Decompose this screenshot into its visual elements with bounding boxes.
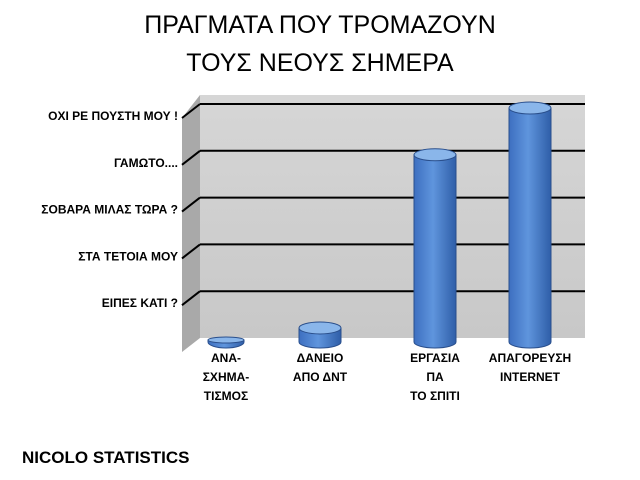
bar	[298, 321, 342, 349]
gridline-side	[181, 290, 201, 306]
x-tick-label: ΣΧΗΜΑ-	[203, 370, 250, 384]
x-tick-label: ΔΑΝΕΙΟ	[297, 351, 344, 365]
x-axis-labels: ΑΝΑ- ΣΧΗΜΑ- ΤΙΣΜΟΣ ΔΑΝΕΙΟ ΑΠΟ ΔΝΤ ΕΡΓΑΣΙΑ ΠΑ ΤΟ…	[203, 351, 571, 403]
x-tick-label: INTERNET	[500, 370, 561, 384]
gridline-side	[181, 103, 201, 119]
x-tick-label: ΑΠΟ ΔΝΤ	[293, 370, 348, 384]
y-tick-label: ΟΧΙ ΡΕ ΠΟΥΣΤΗ ΜΟΥ !	[48, 109, 178, 123]
gridline-side	[181, 243, 201, 260]
y-tick-label: ΣΟΒΑΡΑ ΜΙΛΑΣ ΤΩΡΑ ?	[41, 203, 178, 217]
footer-credit: NICOLO STATISTICS	[22, 448, 189, 467]
bar	[413, 148, 457, 349]
bar-top	[413, 148, 457, 162]
y-axis-labels: ΕΙΠΕΣ ΚΑΤΙ ? ΣΤΑ ΤΕΤΟΙΑ ΜΟΥ ΣΟΒΑΡΑ ΜΙΛΑΣ Τ…	[41, 109, 178, 310]
y-tick-label: ΕΙΠΕΣ ΚΑΤΙ ?	[102, 296, 178, 310]
bar-top	[298, 321, 342, 335]
bar	[508, 101, 552, 349]
bar-body	[413, 154, 457, 349]
plot-side-wall	[182, 95, 200, 352]
chart-title-line: ΠΡΑΓΜΑΤΑ ΠΟΥ ΤΡΟΜΑΖΟΥΝ	[144, 11, 496, 39]
bar	[207, 336, 245, 349]
x-tick-label: ΠΑ	[426, 370, 444, 384]
y-tick-label: ΓΑΜΩΤΟ....	[114, 156, 178, 170]
chart-title-line: ΤΟΥΣ ΝΕΟΥΣ ΣΗΜΕΡΑ	[186, 49, 454, 77]
bar-top	[207, 336, 245, 344]
y-tick-label: ΣΤΑ ΤΕΤΟΙΑ ΜΟΥ	[78, 249, 178, 263]
x-tick-label: ΑΝΑ-	[211, 351, 241, 365]
gridline-side	[181, 196, 201, 213]
x-tick-label: ΤΟ ΣΠΙΤΙ	[410, 389, 460, 403]
chart-title: ΠΡΑΓΜΑΤΑ ΠΟΥ ΤΡΟΜΑΖΟΥΝ ΤΟΥΣ ΝΕΟΥΣ ΣΗΜΕΡΑ	[144, 11, 496, 77]
gridline-side	[181, 150, 201, 166]
x-tick-label: ΑΠΑΓΟΡΕΥΣΗ	[489, 351, 571, 365]
plot-wall	[200, 95, 585, 338]
bar-body	[508, 107, 552, 349]
x-tick-label: ΕΡΓΑΣΙΑ	[410, 351, 460, 365]
bar-top	[508, 101, 552, 115]
bars	[207, 101, 552, 349]
x-tick-label: ΤΙΣΜΟΣ	[204, 389, 248, 403]
